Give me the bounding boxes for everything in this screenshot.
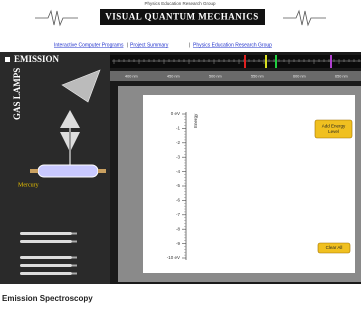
lamp-tube-end (72, 257, 77, 259)
wavelength-label: 650 nm (335, 75, 348, 79)
lamp-end (30, 169, 38, 173)
axis-label: Energy (193, 113, 198, 128)
tick-label: -8 (176, 226, 180, 231)
separator: | (189, 42, 190, 48)
wave-icon (283, 11, 326, 25)
wavelength-label: 400 nm (125, 75, 138, 79)
separator: | (127, 42, 128, 48)
tick-label: -9 (176, 241, 180, 246)
spectral-line (275, 55, 277, 68)
tick-label: -7 (176, 212, 180, 217)
section-label: GAS LAMPS (12, 68, 22, 120)
nav-link[interactable]: Physics Education Research Group (193, 42, 272, 48)
wavelength-scale (110, 71, 361, 81)
tick-label: -4 (176, 169, 180, 174)
lamp-tube-end (72, 273, 77, 275)
wavelength-label: 600 nm (293, 75, 306, 79)
tick-label: 0 eV (171, 111, 180, 116)
wavelength-label: 500 nm (209, 75, 222, 79)
lamp-tube (20, 272, 72, 275)
lamp-end (98, 169, 106, 173)
tick-label: -10 eV (167, 255, 180, 260)
sidebar-heading: EMISSION (14, 54, 60, 64)
lamp-tube-end (72, 233, 77, 235)
wavelength-label: 450 nm (167, 75, 180, 79)
lamp (38, 165, 98, 177)
screen: Physics Education Research Group VISUAL … (0, 0, 361, 309)
tick-label: -3 (176, 154, 180, 159)
tick-label: -6 (176, 198, 180, 203)
lamp-tube (20, 240, 72, 243)
lamp-tube-end (72, 265, 77, 267)
nav-link[interactable]: Project Summary (130, 42, 169, 48)
button-label[interactable]: Clear All (326, 245, 343, 250)
title: VISUAL QUANTUM MECHANICS (105, 12, 259, 22)
lamp-tube (20, 264, 72, 267)
lamp-tube (20, 256, 72, 259)
spectral-line (330, 55, 332, 68)
nav-link[interactable]: Interactive Computer Programs (54, 42, 124, 48)
tick-label: -5 (176, 183, 180, 188)
lamp-name: Mercury (18, 182, 39, 188)
tick-label: -1 (176, 126, 180, 131)
footer-title: Emission Spectroscopy (2, 294, 93, 303)
lamp-tube (20, 232, 72, 235)
spectral-line (244, 55, 246, 68)
lamp-tube-end (72, 241, 77, 243)
wave-icon (35, 11, 78, 25)
bullet (5, 57, 10, 62)
spectral-line (265, 55, 267, 68)
page: Physics Education Research Group VISUAL … (0, 0, 361, 309)
kicker: Physics Education Research Group (144, 1, 216, 6)
tick-label: -2 (176, 140, 180, 145)
spectrum (110, 55, 361, 68)
wavelength-label: 550 nm (251, 75, 264, 79)
